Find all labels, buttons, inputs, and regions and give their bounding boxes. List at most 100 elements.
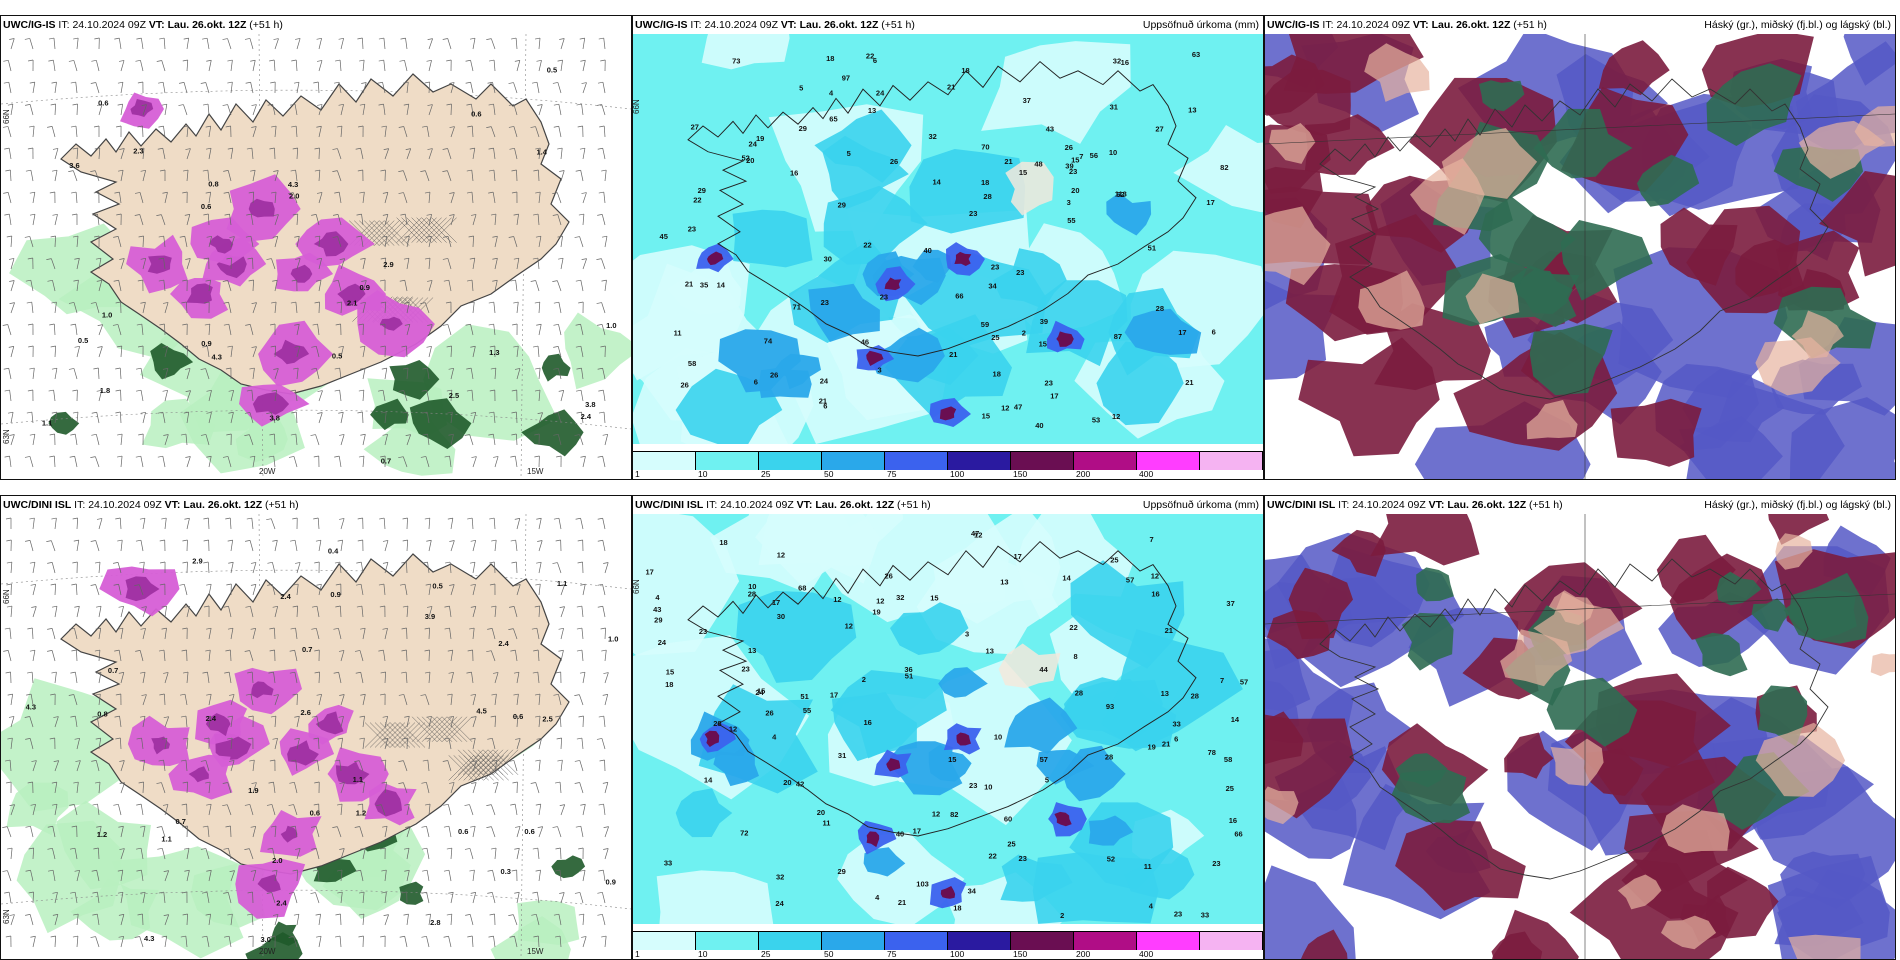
barb-staff — [55, 936, 56, 947]
legend-swatch — [1074, 452, 1137, 470]
barb-staff — [517, 302, 518, 313]
barb-staff — [120, 412, 121, 423]
barb-flag — [599, 192, 604, 193]
accumulated-value-label: 24 — [820, 377, 829, 386]
barb-flag — [471, 457, 476, 458]
barb-flag — [8, 104, 13, 105]
accumulated-value-label: 23 — [1019, 854, 1027, 863]
legend-tick-label: 100 — [950, 949, 964, 959]
accumulated-value-label: 58 — [1224, 755, 1232, 764]
barb-flag — [512, 870, 517, 871]
barb-staff — [491, 39, 495, 49]
barb-flag — [603, 848, 608, 849]
accumulated-value-label: 68 — [798, 583, 806, 592]
barb-staff — [297, 38, 300, 49]
accumulated-value-label: 23 — [821, 298, 829, 307]
barb-staff — [316, 435, 319, 445]
barb-flag — [30, 434, 35, 435]
barb-flag — [70, 672, 75, 673]
barb-staff — [583, 672, 585, 683]
barb-staff — [514, 83, 517, 93]
barb-staff — [384, 38, 385, 49]
barb-staff — [187, 60, 188, 71]
barb-flag — [178, 105, 183, 106]
it-value: 24.10.2024 09Z — [88, 499, 162, 511]
barb-staff — [539, 368, 540, 379]
barb-flag — [318, 391, 323, 392]
barb-flag — [577, 628, 582, 629]
barb-staff — [54, 324, 55, 335]
barb-flag — [379, 38, 384, 39]
accumulated-value-label: 56 — [1090, 151, 1098, 160]
precip-value-label: 0.6 — [513, 712, 523, 721]
barb-flag — [8, 412, 13, 413]
panel-title: Háský (gr.), miðský (fj.bl.) og lágský (… — [1704, 499, 1891, 511]
barb-flag — [511, 540, 516, 541]
precip-value-label: 0.7 — [302, 645, 312, 654]
barb-flag — [576, 170, 581, 171]
barb-staff — [581, 280, 583, 291]
legend-swatch — [948, 452, 1011, 470]
barb-staff — [559, 126, 561, 137]
accumulated-value-label: 57 — [1240, 677, 1248, 686]
barb-staff — [605, 782, 608, 793]
barb-flag — [48, 60, 53, 61]
it-label: IT: — [1322, 19, 1333, 31]
barb-flag — [578, 716, 583, 717]
barb-staff — [558, 82, 561, 93]
barb-staff — [363, 368, 365, 379]
barb-staff — [9, 214, 11, 225]
barb-flag — [223, 39, 228, 40]
barb-staff — [384, 60, 385, 71]
barb-flag — [311, 893, 316, 894]
accumulated-value-label: 82 — [950, 810, 958, 819]
barb-flag — [557, 760, 562, 761]
barb-flag — [47, 126, 52, 127]
barb-flag — [574, 695, 579, 696]
barb-flag — [426, 540, 431, 541]
barb-staff — [319, 391, 323, 401]
accumulated-value-label: 78 — [1208, 748, 1216, 757]
barb-staff — [253, 60, 255, 71]
barb-staff — [517, 826, 520, 837]
barb-flag — [597, 738, 602, 739]
barb-staff — [33, 434, 35, 445]
barb-staff — [493, 936, 495, 947]
barb-staff — [53, 60, 55, 71]
barb-staff — [52, 562, 55, 573]
barb-flag — [272, 540, 277, 541]
barb-flag — [115, 368, 120, 369]
barb-flag — [510, 804, 515, 805]
barb-staff — [121, 104, 123, 115]
accumulated-value-label: 28 — [748, 589, 756, 598]
barb-flag — [335, 390, 340, 391]
precip-value-label: 0.6 — [310, 809, 320, 818]
barb-staff — [7, 827, 11, 837]
barb-staff — [97, 412, 99, 423]
accumulated-value-label: 72 — [740, 829, 748, 838]
barb-flag — [335, 562, 340, 563]
accumulated-value-label: 42 — [796, 779, 804, 788]
barb-flag — [9, 38, 14, 39]
accumulated-value-label: 55 — [803, 706, 811, 715]
barb-staff — [228, 105, 231, 115]
legend-tick-label: 75 — [887, 949, 896, 959]
barb-staff — [30, 38, 33, 49]
precip-value-label: 1.1 — [557, 579, 567, 588]
barb-staff — [473, 826, 475, 837]
accumulated-value-label: 22 — [863, 241, 871, 250]
barb-flag — [51, 346, 56, 347]
vt-value: Lau. 26.okt. 12Z — [168, 19, 247, 31]
barb-flag — [30, 214, 35, 215]
it-label: IT: — [1338, 499, 1349, 511]
accumulated-value-label: 15 — [948, 755, 956, 764]
barb-flag — [554, 518, 559, 519]
axis-label: 66N — [633, 99, 641, 114]
accumulated-value-label: 23 — [688, 224, 696, 233]
barb-staff — [141, 540, 143, 551]
barb-staff — [561, 760, 562, 771]
barb-flag — [91, 60, 96, 61]
accumulated-value-label: 17 — [772, 598, 780, 607]
axis-label: 15W — [527, 467, 544, 476]
